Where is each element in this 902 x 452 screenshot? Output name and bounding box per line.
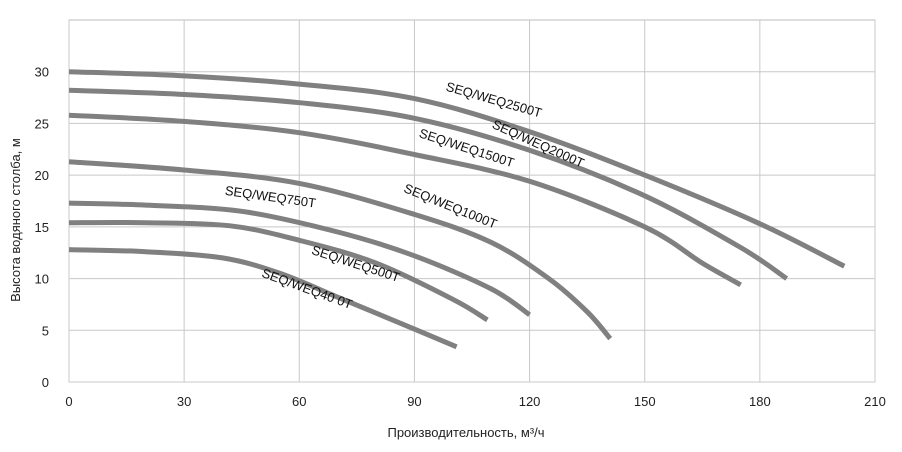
x-tick-label: 60 xyxy=(292,394,306,409)
series-line-seq-weq40-0t xyxy=(68,247,458,350)
tick-labels: 0 5 10 15 20 25 30 0 30 60 90 120 150 180 210 xyxy=(35,65,886,409)
y-tick-label: 5 xyxy=(42,323,49,338)
curve-label: SEQ/WEQ2500T xyxy=(444,79,543,121)
y-tick-label: 10 xyxy=(35,272,49,287)
series-lines xyxy=(68,69,846,350)
y-tick-label: 25 xyxy=(35,116,49,131)
series-line-seq-weq1000t xyxy=(68,159,613,341)
y-tick-label: 20 xyxy=(35,168,49,183)
x-tick-label: 0 xyxy=(65,394,72,409)
series-line-seq-weq500t xyxy=(68,219,489,323)
x-axis-title: Производительность, м³/ч xyxy=(387,425,544,440)
x-tick-label: 90 xyxy=(407,394,421,409)
x-tick-label: 210 xyxy=(864,394,886,409)
x-tick-label: 180 xyxy=(749,394,771,409)
curve-label: SEQ/WEQ750T xyxy=(224,183,317,211)
grid xyxy=(68,19,876,383)
series-line-seq-weq750t xyxy=(68,200,532,317)
curve-label: SEQ/WEQ40 0T xyxy=(260,265,355,312)
y-axis-title: Высота водяного столба, м xyxy=(8,138,23,302)
x-tick-label: 30 xyxy=(177,394,191,409)
y-tick-label: 15 xyxy=(35,220,49,235)
x-tick-label: 120 xyxy=(519,394,541,409)
series-line-seq-weq2000t xyxy=(68,87,789,281)
series-line-seq-weq2500t xyxy=(68,69,846,269)
x-tick-label: 150 xyxy=(634,394,656,409)
y-tick-label: 30 xyxy=(35,65,49,80)
series-line-seq-weq1500t xyxy=(68,112,742,287)
y-tick-label: 0 xyxy=(42,375,49,390)
